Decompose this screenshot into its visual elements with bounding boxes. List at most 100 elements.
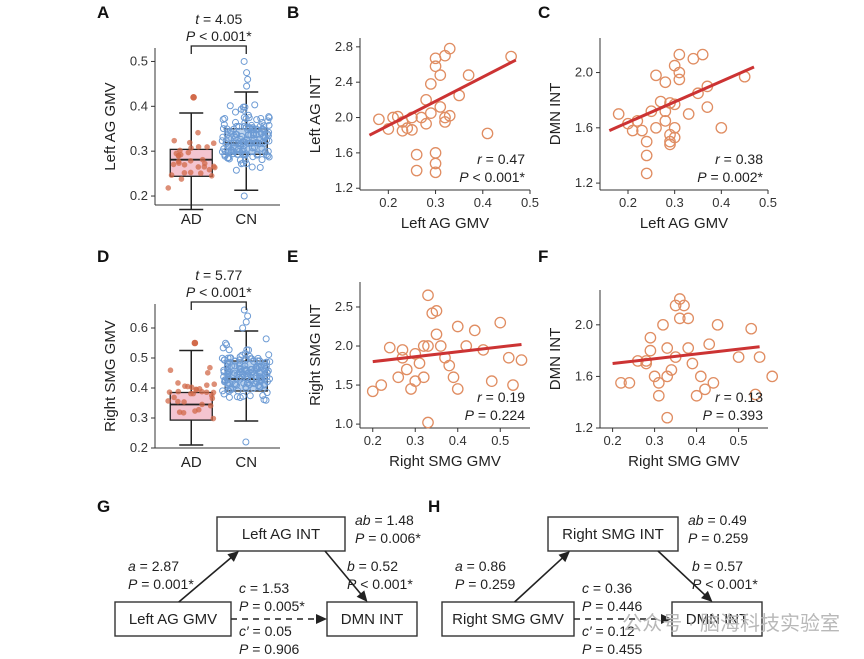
panel-label: G bbox=[97, 497, 110, 516]
x-tick-label: 0.5 bbox=[491, 433, 509, 448]
c-prime-path-arrow-head bbox=[316, 614, 327, 624]
stat-t: t = 4.05 bbox=[195, 11, 242, 27]
scatter-point bbox=[668, 121, 681, 134]
data-point bbox=[204, 370, 211, 376]
data-point bbox=[235, 373, 243, 381]
data-point bbox=[203, 382, 210, 388]
outlier-point bbox=[242, 438, 250, 446]
data-point bbox=[224, 386, 232, 394]
regression-line bbox=[612, 345, 760, 366]
data-point bbox=[195, 129, 201, 136]
scatter-point bbox=[678, 299, 690, 312]
c-prime-stat-p: P = 0.906 bbox=[239, 641, 300, 657]
scatter-point bbox=[447, 371, 460, 384]
scatter-point bbox=[648, 370, 661, 383]
mediation-g: G Left AG INT Left AG GMV DMN INT ab = 1.48 P… bbox=[97, 497, 421, 657]
data-point bbox=[249, 153, 257, 161]
y-tick-label: 1.2 bbox=[575, 175, 593, 190]
y-tick-label: 0.4 bbox=[130, 380, 148, 395]
c-stat-p: P = 0.446 bbox=[582, 598, 643, 614]
panel-label: H bbox=[428, 497, 440, 516]
scatter-point bbox=[673, 73, 686, 86]
data-point bbox=[186, 139, 193, 146]
x-tick-label: 0.2 bbox=[364, 433, 382, 448]
scatter-point bbox=[659, 76, 672, 89]
y-tick-label: 2.0 bbox=[575, 65, 593, 80]
stat-p: P = 0.002* bbox=[697, 169, 763, 185]
panel-c: C 1.2 1.6 2.0 0.2 0.3 0.4 0.5 Left AG GMV DMN INT… bbox=[538, 3, 777, 232]
data-point bbox=[225, 143, 233, 151]
scatter-point bbox=[417, 371, 430, 384]
scatter-point bbox=[409, 347, 422, 360]
data-point bbox=[165, 398, 171, 404]
box-iqr bbox=[169, 391, 213, 421]
scatter-point bbox=[673, 66, 686, 79]
left-node-label: Left AG GMV bbox=[129, 611, 217, 628]
scatter-point bbox=[673, 48, 686, 61]
x-tick-label: 0.4 bbox=[712, 195, 730, 210]
data-point bbox=[224, 371, 232, 379]
y-tick-label: 2.0 bbox=[335, 338, 353, 353]
a-stat-p: P = 0.001* bbox=[128, 576, 194, 592]
regression-line bbox=[372, 342, 522, 364]
data-point bbox=[263, 369, 271, 377]
data-point bbox=[230, 139, 238, 147]
y-tick-label: 1.6 bbox=[335, 145, 353, 160]
scatter-point bbox=[366, 385, 379, 398]
data-point bbox=[232, 118, 240, 126]
data-point bbox=[247, 369, 255, 377]
top-node bbox=[216, 516, 346, 552]
x-tick-label: 0.5 bbox=[759, 195, 777, 210]
data-point bbox=[263, 389, 271, 397]
data-point bbox=[238, 368, 246, 376]
x-tick-label: 0.3 bbox=[427, 195, 445, 210]
right-node bbox=[326, 601, 418, 637]
data-point bbox=[248, 376, 256, 384]
data-point bbox=[252, 139, 260, 147]
data-point bbox=[237, 160, 245, 168]
data-point bbox=[255, 357, 263, 365]
data-point bbox=[253, 151, 261, 159]
data-point bbox=[184, 383, 191, 390]
b-stat-coef: b = 0.57 bbox=[692, 558, 743, 574]
y-axis-label: Right SMG GMV bbox=[102, 320, 119, 432]
top-node bbox=[547, 516, 679, 552]
scatter-point bbox=[661, 342, 674, 354]
x-tick-label: 0.3 bbox=[646, 433, 664, 448]
data-point bbox=[232, 380, 240, 388]
data-point bbox=[231, 380, 239, 388]
data-point bbox=[265, 121, 273, 129]
data-point bbox=[175, 158, 182, 165]
data-point bbox=[225, 155, 233, 163]
scatter-point bbox=[429, 147, 442, 159]
data-point bbox=[242, 355, 250, 363]
y-tick-label: 0.6 bbox=[130, 320, 148, 335]
data-point bbox=[248, 163, 256, 171]
data-point bbox=[211, 381, 218, 388]
data-point bbox=[218, 137, 226, 145]
x-tick-label: 0.2 bbox=[619, 195, 637, 210]
data-point bbox=[219, 115, 227, 123]
scatter-point bbox=[745, 322, 758, 335]
b-path-arrow-head bbox=[356, 590, 368, 602]
data-point bbox=[188, 390, 194, 397]
data-point bbox=[234, 150, 242, 158]
data-point bbox=[232, 108, 240, 116]
data-point bbox=[257, 114, 265, 122]
y-tick-label: 0.3 bbox=[130, 143, 148, 158]
scatter-point bbox=[434, 101, 447, 113]
data-point bbox=[221, 378, 229, 386]
data-point bbox=[210, 140, 217, 147]
a-path-arrow-head bbox=[227, 551, 239, 562]
scatter-point bbox=[640, 149, 653, 162]
x-tick-label: 0.2 bbox=[379, 195, 397, 210]
y-axis-label: Left AG INT bbox=[307, 75, 324, 153]
x-tick-label: 0.4 bbox=[449, 433, 467, 448]
panel-e: E 1.0 1.5 2.0 2.5 0.2 0.3 0.4 0.5 Right SMG GMV Ri… bbox=[287, 247, 530, 470]
box-cn bbox=[218, 306, 274, 446]
y-tick-label: 1.2 bbox=[575, 420, 593, 435]
scatter-point bbox=[481, 127, 494, 140]
x-tick-label: 0.3 bbox=[666, 195, 684, 210]
x-tick-label: 0.3 bbox=[406, 433, 424, 448]
y-tick-label: 2.5 bbox=[335, 299, 353, 314]
